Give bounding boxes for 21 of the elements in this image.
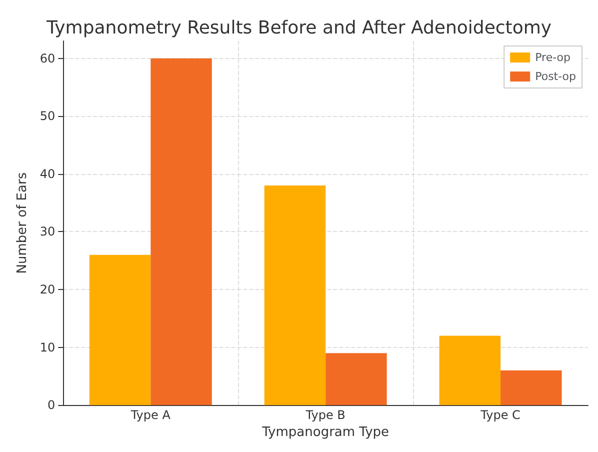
bar — [150, 58, 212, 406]
x-axis-title: Tympanogram Type — [261, 425, 390, 440]
legend-label: Post-op — [535, 70, 576, 83]
bar — [326, 353, 387, 406]
y-tick-label: 50 — [40, 109, 56, 124]
bar — [89, 254, 151, 406]
x-tick-label: Type C — [480, 408, 520, 422]
y-tick-label: 0 — [48, 398, 56, 412]
chart-title: Tympanometry Results Before and After Adenoidectomy — [45, 18, 552, 38]
y-tick-label: 40 — [40, 166, 56, 181]
bar — [439, 336, 501, 406]
x-tick-label: Type A — [130, 408, 172, 422]
y-tick-label: 30 — [40, 224, 56, 239]
y-tick-label: 60 — [40, 51, 56, 66]
y-tick-label: 10 — [40, 340, 56, 354]
bar — [264, 185, 326, 406]
legend-label: Pre-op — [535, 51, 570, 64]
bar — [500, 370, 562, 406]
y-axis-title: Number of Ears — [15, 172, 30, 274]
y-tick-label: 20 — [40, 282, 56, 297]
x-tick-label: Type B — [304, 408, 346, 422]
